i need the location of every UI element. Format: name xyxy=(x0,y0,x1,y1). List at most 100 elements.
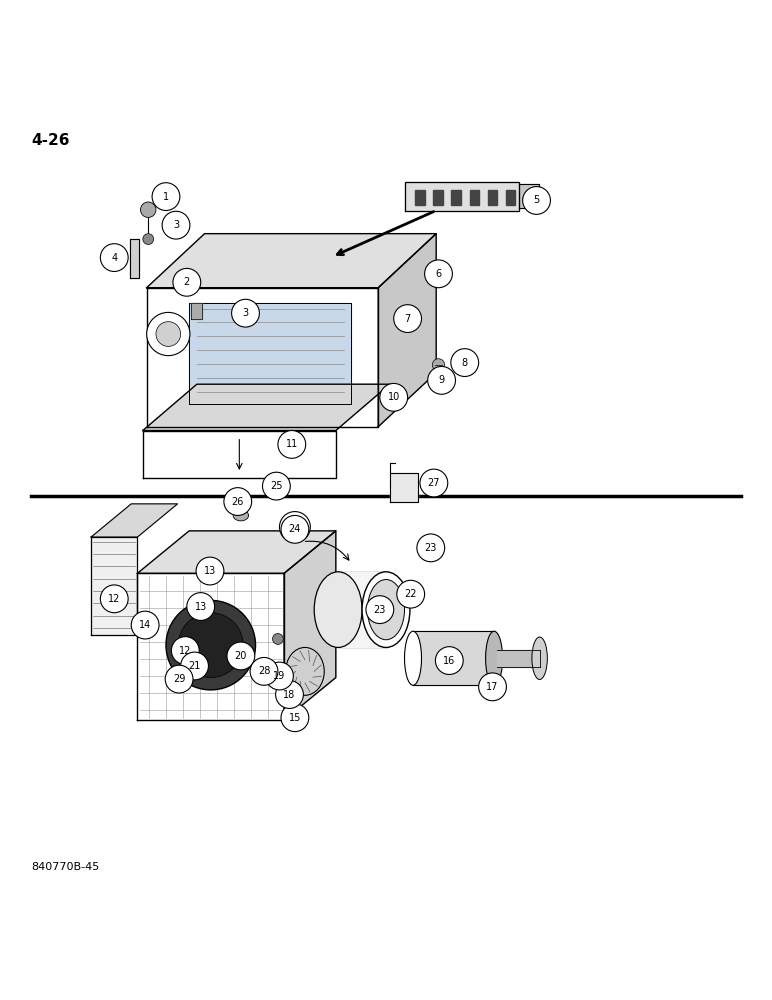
Circle shape xyxy=(523,187,550,214)
Text: 23: 23 xyxy=(425,543,437,553)
Bar xyxy=(488,190,497,205)
Bar xyxy=(506,190,515,205)
Bar xyxy=(452,190,461,205)
Circle shape xyxy=(147,312,190,356)
Text: 17: 17 xyxy=(486,682,499,692)
Ellipse shape xyxy=(286,647,324,695)
Polygon shape xyxy=(143,431,336,478)
Text: 25: 25 xyxy=(270,481,283,491)
Circle shape xyxy=(224,488,252,515)
Circle shape xyxy=(435,647,463,674)
Circle shape xyxy=(141,202,156,217)
Circle shape xyxy=(178,613,243,678)
Ellipse shape xyxy=(233,510,249,521)
Circle shape xyxy=(262,472,290,500)
Circle shape xyxy=(181,652,208,680)
Text: 7: 7 xyxy=(405,314,411,324)
Polygon shape xyxy=(189,303,351,403)
Text: 20: 20 xyxy=(235,651,247,661)
Circle shape xyxy=(281,515,309,543)
Polygon shape xyxy=(91,504,178,537)
Circle shape xyxy=(273,634,283,644)
Polygon shape xyxy=(137,531,336,573)
Circle shape xyxy=(152,183,180,211)
Ellipse shape xyxy=(405,631,422,685)
Circle shape xyxy=(235,644,249,657)
Circle shape xyxy=(380,383,408,411)
Text: 28: 28 xyxy=(258,666,270,676)
Circle shape xyxy=(278,431,306,458)
Bar xyxy=(415,190,425,205)
Circle shape xyxy=(162,211,190,239)
Circle shape xyxy=(287,519,303,535)
Text: 10: 10 xyxy=(388,392,400,402)
Circle shape xyxy=(100,585,128,613)
Circle shape xyxy=(227,642,255,670)
Circle shape xyxy=(265,478,279,492)
Ellipse shape xyxy=(532,637,547,679)
Circle shape xyxy=(232,299,259,327)
Circle shape xyxy=(171,637,199,664)
Polygon shape xyxy=(147,234,436,288)
Ellipse shape xyxy=(362,572,410,647)
Circle shape xyxy=(281,704,309,732)
Ellipse shape xyxy=(314,572,362,647)
Text: 14: 14 xyxy=(139,620,151,630)
Text: 8: 8 xyxy=(462,358,468,368)
Text: 3: 3 xyxy=(242,308,249,318)
Text: 13: 13 xyxy=(195,602,207,612)
Polygon shape xyxy=(284,531,336,720)
Text: 12: 12 xyxy=(108,594,120,604)
Polygon shape xyxy=(390,473,418,502)
Text: 6: 6 xyxy=(435,269,442,279)
Circle shape xyxy=(420,469,448,497)
Text: 5: 5 xyxy=(533,195,540,205)
Circle shape xyxy=(432,372,445,384)
Polygon shape xyxy=(137,573,284,720)
Bar xyxy=(497,650,540,667)
Circle shape xyxy=(250,657,278,685)
Text: 2: 2 xyxy=(184,277,190,287)
Text: 12: 12 xyxy=(179,646,191,656)
Text: 19: 19 xyxy=(273,671,286,681)
Bar xyxy=(338,572,386,647)
Text: 4-26: 4-26 xyxy=(31,133,69,148)
Polygon shape xyxy=(91,537,137,635)
Text: 4: 4 xyxy=(111,253,117,263)
Text: 24: 24 xyxy=(289,524,301,534)
Circle shape xyxy=(425,260,452,288)
Polygon shape xyxy=(147,288,378,427)
Circle shape xyxy=(397,580,425,608)
Text: 26: 26 xyxy=(232,497,244,507)
Circle shape xyxy=(428,366,455,394)
Ellipse shape xyxy=(486,631,503,685)
Text: 11: 11 xyxy=(286,439,298,449)
Circle shape xyxy=(100,244,128,271)
Circle shape xyxy=(279,512,310,542)
Text: 18: 18 xyxy=(283,690,296,700)
Circle shape xyxy=(479,673,506,701)
Polygon shape xyxy=(143,384,390,431)
Text: 9: 9 xyxy=(438,375,445,385)
Circle shape xyxy=(432,359,445,371)
Text: 22: 22 xyxy=(405,589,417,599)
Text: 13: 13 xyxy=(204,566,216,576)
Text: 23: 23 xyxy=(374,605,386,615)
Circle shape xyxy=(266,662,293,690)
Bar xyxy=(469,190,479,205)
Text: 21: 21 xyxy=(188,661,201,671)
Bar xyxy=(433,190,442,205)
Circle shape xyxy=(417,534,445,562)
Circle shape xyxy=(187,593,215,620)
Polygon shape xyxy=(405,182,519,211)
Polygon shape xyxy=(191,303,202,319)
Circle shape xyxy=(451,349,479,376)
Ellipse shape xyxy=(367,580,405,640)
Polygon shape xyxy=(519,184,539,208)
Text: 16: 16 xyxy=(443,656,455,666)
Circle shape xyxy=(166,600,256,690)
Circle shape xyxy=(185,654,198,668)
Text: 1: 1 xyxy=(163,192,169,202)
Text: 15: 15 xyxy=(289,713,301,723)
Circle shape xyxy=(156,322,181,346)
